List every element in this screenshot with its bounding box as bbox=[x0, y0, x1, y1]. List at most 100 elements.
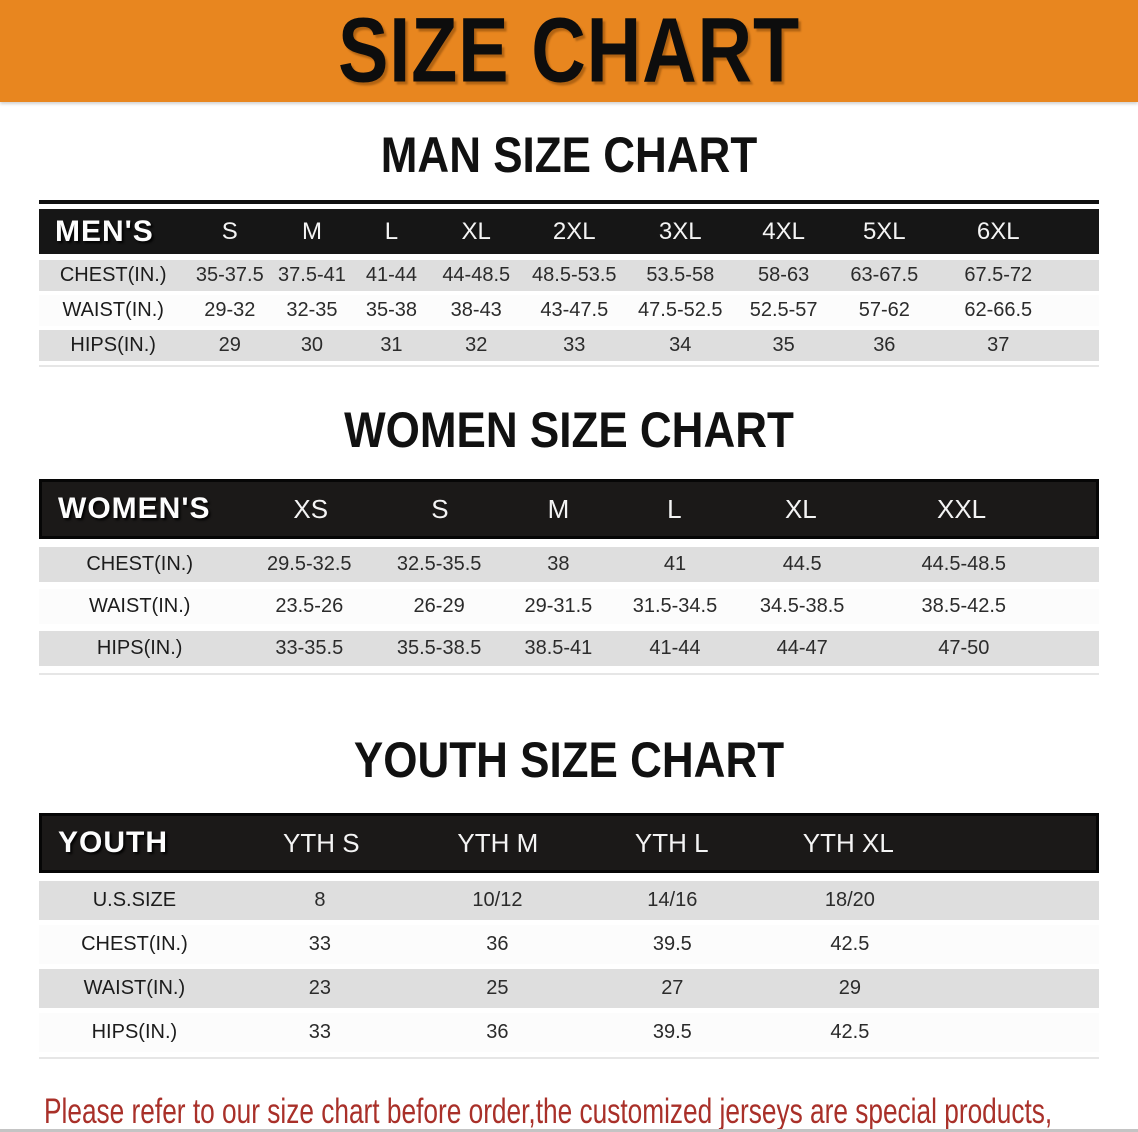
youth-measure-row: WAIST(IN.) 23 25 27 29 bbox=[39, 969, 1099, 1008]
women-size-section: WOMEN SIZE CHART WOMEN'S XS S M L XL XXL CHEST(… bbox=[0, 405, 1138, 675]
size-column-header: S bbox=[221, 217, 238, 245]
size-value-cell: 48.5-53.5 bbox=[532, 264, 617, 286]
size-column-header: XS bbox=[293, 493, 329, 524]
size-value-cell: 53.5-58 bbox=[646, 264, 715, 286]
order-policy-note: Please refer to our size chart before or… bbox=[44, 1089, 1138, 1132]
size-value-cell: 39.5 bbox=[652, 1021, 692, 1043]
women-measure-row: CHEST(IN.) 29.5-32.5 32.5-35.5 38 41 44.5 44.5… bbox=[39, 547, 1099, 582]
banner-title: SIZE CHART bbox=[338, 0, 800, 103]
size-value-cell: 29-31.5 bbox=[524, 595, 593, 617]
women-measure-row: WAIST(IN.) 23.5-26 26-29 29-31.5 31.5-34.5 34… bbox=[39, 589, 1099, 624]
size-value-cell: 47-50 bbox=[938, 637, 990, 659]
size-value-cell: 38.5-42.5 bbox=[921, 595, 1007, 617]
size-value-cell: 33 bbox=[308, 933, 332, 955]
size-value-cell: 63-67.5 bbox=[850, 264, 919, 286]
size-column-header: 2XL bbox=[552, 217, 596, 245]
size-value-cell: 37 bbox=[987, 334, 1010, 356]
size-value-cell: 29 bbox=[838, 977, 861, 999]
size-value-cell: 44-48.5 bbox=[442, 264, 511, 286]
size-value-cell: 32-35 bbox=[286, 299, 338, 321]
size-value-cell: 32.5-35.5 bbox=[396, 553, 482, 575]
size-value-cell: 10/12 bbox=[472, 889, 523, 911]
size-value-cell: 29-32 bbox=[204, 299, 256, 321]
size-value-cell: 33 bbox=[563, 334, 586, 356]
measure-row-label: HIPS(IN.) bbox=[91, 1021, 178, 1043]
measure-row-label: CHEST(IN.) bbox=[81, 933, 188, 955]
size-value-cell: 35.5-38.5 bbox=[396, 637, 482, 659]
size-column-header: S bbox=[431, 493, 449, 524]
measure-row-label: WAIST(IN.) bbox=[62, 299, 164, 321]
men-measure-row: HIPS(IN.) 29 30 31 32 33 34 35 36 37 bbox=[39, 330, 1099, 361]
measure-row-label: CHEST(IN.) bbox=[59, 264, 167, 286]
size-column-header: 4XL bbox=[762, 217, 805, 245]
size-column-header: M bbox=[547, 493, 570, 524]
size-value-cell: 35 bbox=[772, 334, 795, 356]
men-size-table: MEN'S S M L XL 2XL 3XL 4XL 5XL 6XL CHEST(IN.) 35-37… bbox=[39, 200, 1099, 367]
size-chart-banner: SIZE CHART bbox=[0, 0, 1138, 102]
men-size-section: MAN SIZE CHART MEN'S S M L XL 2XL 3XL 4XL 5XL 6XL… bbox=[0, 130, 1138, 367]
size-value-cell: 36 bbox=[486, 933, 509, 955]
measure-row-label: CHEST(IN.) bbox=[86, 553, 194, 575]
women-table-header-row: WOMEN'S XS S M L XL XXL bbox=[39, 479, 1099, 539]
youth-table-corner-label: YOUTH bbox=[58, 826, 168, 859]
size-value-cell: 62-66.5 bbox=[964, 299, 1033, 321]
size-value-cell: 36 bbox=[873, 334, 896, 356]
size-value-cell: 30 bbox=[300, 334, 324, 356]
size-value-cell: 52.5-57 bbox=[749, 299, 818, 321]
size-column-header: 6XL bbox=[976, 217, 1020, 245]
size-value-cell: 36 bbox=[486, 1021, 509, 1043]
size-value-cell: 31.5-34.5 bbox=[632, 595, 718, 617]
size-value-cell: 32 bbox=[465, 334, 488, 356]
size-value-cell: 33 bbox=[308, 1021, 332, 1043]
size-value-cell: 44-47 bbox=[776, 637, 828, 659]
men-table-corner-label: MEN'S bbox=[55, 214, 154, 248]
youth-size-table: YOUTH YTH S YTH M YTH L YTH XL U.S.SIZE 8 10/12… bbox=[39, 813, 1099, 1059]
measure-row-label: U.S.SIZE bbox=[92, 889, 177, 911]
size-value-cell: 29 bbox=[218, 334, 241, 356]
size-value-cell: 23.5-26 bbox=[275, 595, 344, 617]
youth-measure-row: HIPS(IN.) 33 36 39.5 42.5 bbox=[39, 1013, 1099, 1052]
bottom-divider bbox=[0, 1129, 1138, 1132]
youth-table-header-row: YOUTH YTH S YTH M YTH L YTH XL bbox=[39, 813, 1099, 873]
size-value-cell: 41-44 bbox=[365, 264, 418, 286]
size-value-cell: 42.5 bbox=[830, 1021, 870, 1043]
size-column-header: YTH XL bbox=[802, 827, 894, 858]
size-value-cell: 38.5-41 bbox=[524, 637, 593, 659]
note-line-1: Please refer to our size chart before or… bbox=[44, 1092, 1053, 1131]
men-measure-row: CHEST(IN.) 35-37.5 37.5-41 41-44 44-48.5 48.5… bbox=[39, 260, 1099, 291]
size-column-header: 3XL bbox=[658, 217, 702, 245]
youth-measure-row: U.S.SIZE 8 10/12 14/16 18/20 bbox=[39, 881, 1099, 920]
size-value-cell: 44.5-48.5 bbox=[921, 553, 1007, 575]
youth-section-heading: YOUTH SIZE CHART bbox=[353, 732, 785, 788]
women-section-heading: WOMEN SIZE CHART bbox=[344, 402, 794, 458]
size-value-cell: 42.5 bbox=[830, 933, 870, 955]
size-value-cell: 37.5-41 bbox=[278, 264, 346, 286]
size-column-header: XL bbox=[461, 217, 491, 245]
youth-measure-row: CHEST(IN.) 33 36 39.5 42.5 bbox=[39, 925, 1099, 964]
measure-row-label: HIPS(IN.) bbox=[96, 637, 183, 659]
size-column-header: YTH S bbox=[283, 827, 360, 858]
size-value-cell: 18/20 bbox=[824, 889, 875, 911]
size-value-cell: 67.5-72 bbox=[964, 264, 1033, 286]
size-value-cell: 41 bbox=[663, 553, 687, 575]
size-value-cell: 44.5 bbox=[782, 553, 822, 575]
size-column-header: L bbox=[667, 493, 682, 524]
size-value-cell: 8 bbox=[314, 889, 326, 911]
size-value-cell: 14/16 bbox=[647, 889, 698, 911]
size-value-cell: 25 bbox=[486, 977, 509, 999]
men-table-header-row: MEN'S S M L XL 2XL 3XL 4XL 5XL 6XL bbox=[39, 209, 1099, 254]
size-value-cell: 35-37.5 bbox=[195, 264, 264, 286]
size-column-header: XXL bbox=[937, 493, 987, 524]
men-section-heading: MAN SIZE CHART bbox=[380, 127, 758, 183]
size-value-cell: 57-62 bbox=[858, 299, 910, 321]
youth-size-section: YOUTH SIZE CHART YOUTH YTH S YTH M YTH L YTH… bbox=[0, 735, 1138, 1059]
size-value-cell: 58-63 bbox=[758, 264, 810, 286]
women-measure-row: HIPS(IN.) 33-35.5 35.5-38.5 38.5-41 41-44 44-… bbox=[39, 631, 1099, 666]
men-measure-row: WAIST(IN.) 29-32 32-35 35-38 38-43 43-47.5 47.… bbox=[39, 295, 1099, 326]
measure-row-label: WAIST(IN.) bbox=[88, 595, 191, 617]
size-value-cell: 35-38 bbox=[365, 299, 418, 321]
size-value-cell: 31 bbox=[380, 334, 403, 356]
size-value-cell: 27 bbox=[661, 977, 684, 999]
size-column-header: 5XL bbox=[862, 217, 906, 245]
